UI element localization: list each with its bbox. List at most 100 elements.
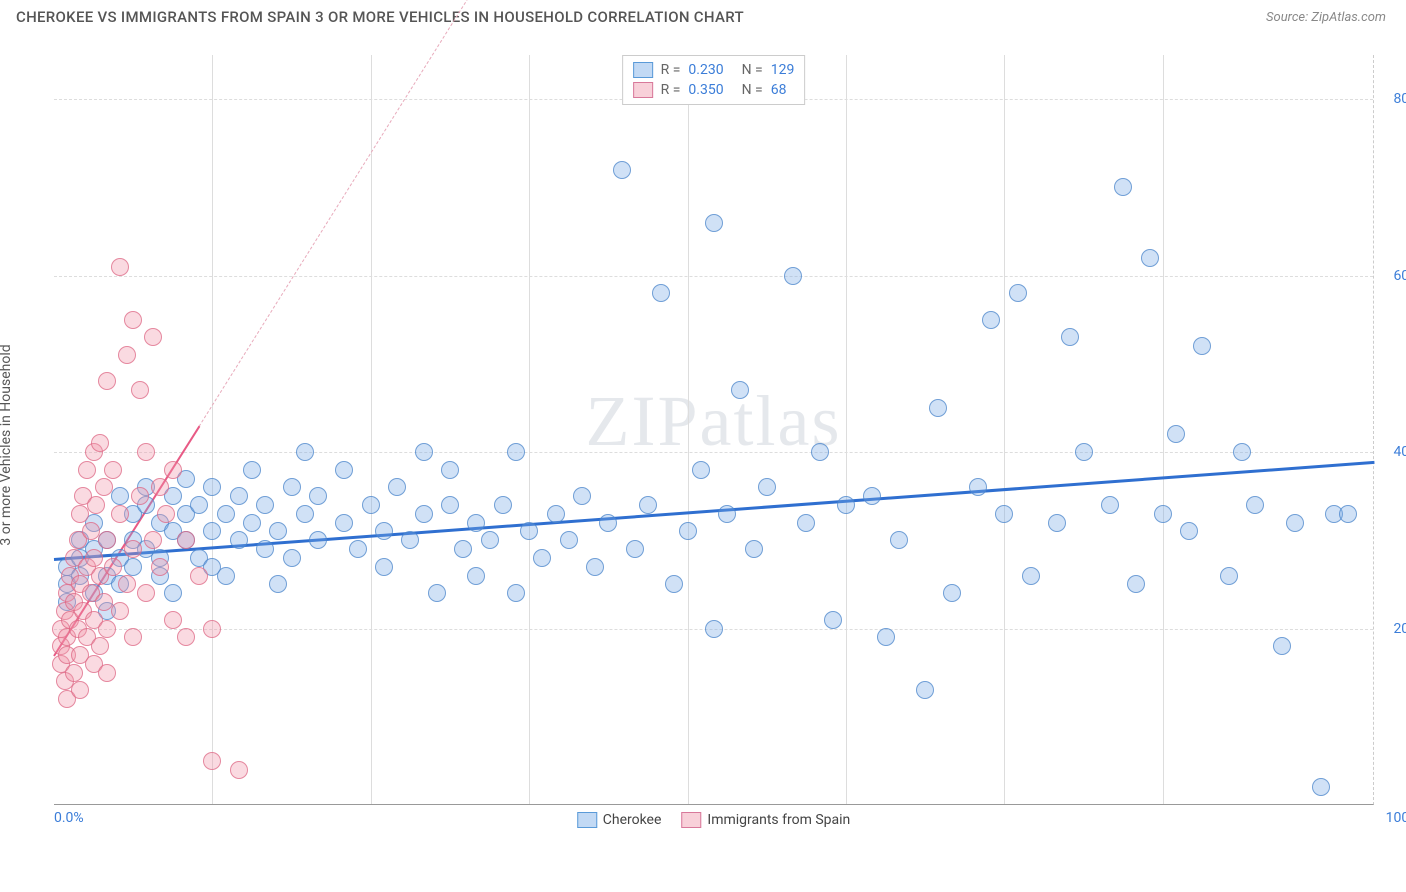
data-point: [190, 496, 208, 514]
data-point: [375, 558, 393, 576]
data-point: [1167, 425, 1185, 443]
data-point: [415, 505, 433, 523]
r-value-pink: 0.350: [688, 82, 723, 98]
swatch-blue-icon: [633, 62, 653, 78]
data-point: [520, 522, 538, 540]
data-point: [388, 478, 406, 496]
data-point: [586, 558, 604, 576]
data-point: [797, 514, 815, 532]
chart-container: 3 or more Vehicles in Household ZIPatlas…: [16, 40, 1390, 850]
data-point: [87, 496, 105, 514]
data-point: [969, 478, 987, 496]
data-point: [230, 487, 248, 505]
data-point: [758, 478, 776, 496]
data-point: [78, 461, 96, 479]
data-point: [1009, 284, 1027, 302]
gridline-v: [371, 55, 372, 804]
watermark-zip: ZIP: [586, 381, 700, 461]
data-point: [164, 584, 182, 602]
data-point: [1312, 778, 1330, 796]
data-point: [131, 487, 149, 505]
data-point: [335, 461, 353, 479]
data-point: [1246, 496, 1264, 514]
data-point: [104, 461, 122, 479]
data-point: [916, 681, 934, 699]
data-point: [467, 567, 485, 585]
data-point: [91, 434, 109, 452]
data-point: [349, 540, 367, 558]
data-point: [441, 496, 459, 514]
data-point: [1233, 443, 1251, 461]
data-point: [824, 611, 842, 629]
n-label: N =: [742, 62, 763, 78]
data-point: [401, 531, 419, 549]
legend-item-spain: Immigrants from Spain: [681, 812, 850, 828]
data-point: [151, 558, 169, 576]
data-point: [533, 549, 551, 567]
data-point: [639, 496, 657, 514]
watermark: ZIPatlas: [586, 380, 842, 463]
data-point: [982, 311, 1000, 329]
data-point: [98, 531, 116, 549]
data-point: [481, 531, 499, 549]
gridline-v: [846, 55, 847, 804]
data-point: [296, 505, 314, 523]
data-point: [283, 549, 301, 567]
n-value-pink: 68: [771, 82, 787, 98]
data-point: [665, 575, 683, 593]
source-label: Source: ZipAtlas.com: [1266, 10, 1386, 25]
gridline-v: [688, 55, 689, 804]
swatch-pink-icon: [633, 82, 653, 98]
data-point: [256, 496, 274, 514]
data-point: [1075, 443, 1093, 461]
gridline-h: [54, 276, 1373, 277]
data-point: [177, 531, 195, 549]
gridline-v: [1163, 55, 1164, 804]
plot-area: ZIPatlas R = 0.230 N = 129 R = 0.350 N =…: [54, 55, 1374, 805]
stats-row-blue: R = 0.230 N = 129: [633, 60, 795, 80]
data-point: [296, 443, 314, 461]
data-point: [1193, 337, 1211, 355]
r-value-blue: 0.230: [688, 62, 723, 78]
data-point: [203, 752, 221, 770]
data-point: [124, 628, 142, 646]
stats-legend: R = 0.230 N = 129 R = 0.350 N = 68: [622, 55, 806, 105]
data-point: [1114, 178, 1132, 196]
series-legend: Cherokee Immigrants from Spain: [577, 812, 851, 828]
legend-item-cherokee: Cherokee: [577, 812, 662, 828]
chart-title: CHEROKEE VS IMMIGRANTS FROM SPAIN 3 OR M…: [16, 8, 744, 26]
data-point: [118, 575, 136, 593]
data-point: [705, 620, 723, 638]
data-point: [811, 443, 829, 461]
data-point: [309, 487, 327, 505]
data-point: [467, 514, 485, 532]
data-point: [863, 487, 881, 505]
data-point: [269, 575, 287, 593]
data-point: [890, 531, 908, 549]
data-point: [137, 443, 155, 461]
data-point: [1141, 249, 1159, 267]
gridline-v: [212, 55, 213, 804]
x-tick-min: 0.0%: [54, 810, 84, 826]
data-point: [507, 443, 525, 461]
data-point: [1048, 514, 1066, 532]
data-point: [95, 478, 113, 496]
data-point: [243, 514, 261, 532]
stats-row-pink: R = 0.350 N = 68: [633, 80, 795, 100]
data-point: [692, 461, 710, 479]
data-point: [1286, 514, 1304, 532]
data-point: [124, 558, 142, 576]
data-point: [85, 549, 103, 567]
data-point: [428, 584, 446, 602]
data-point: [230, 761, 248, 779]
data-point: [441, 461, 459, 479]
data-point: [599, 514, 617, 532]
data-point: [243, 461, 261, 479]
data-point: [144, 531, 162, 549]
data-point: [375, 522, 393, 540]
y-tick-label: 80.0%: [1393, 91, 1406, 107]
data-point: [98, 372, 116, 390]
data-point: [256, 540, 274, 558]
r-label: R =: [661, 62, 681, 78]
data-point: [1180, 522, 1198, 540]
